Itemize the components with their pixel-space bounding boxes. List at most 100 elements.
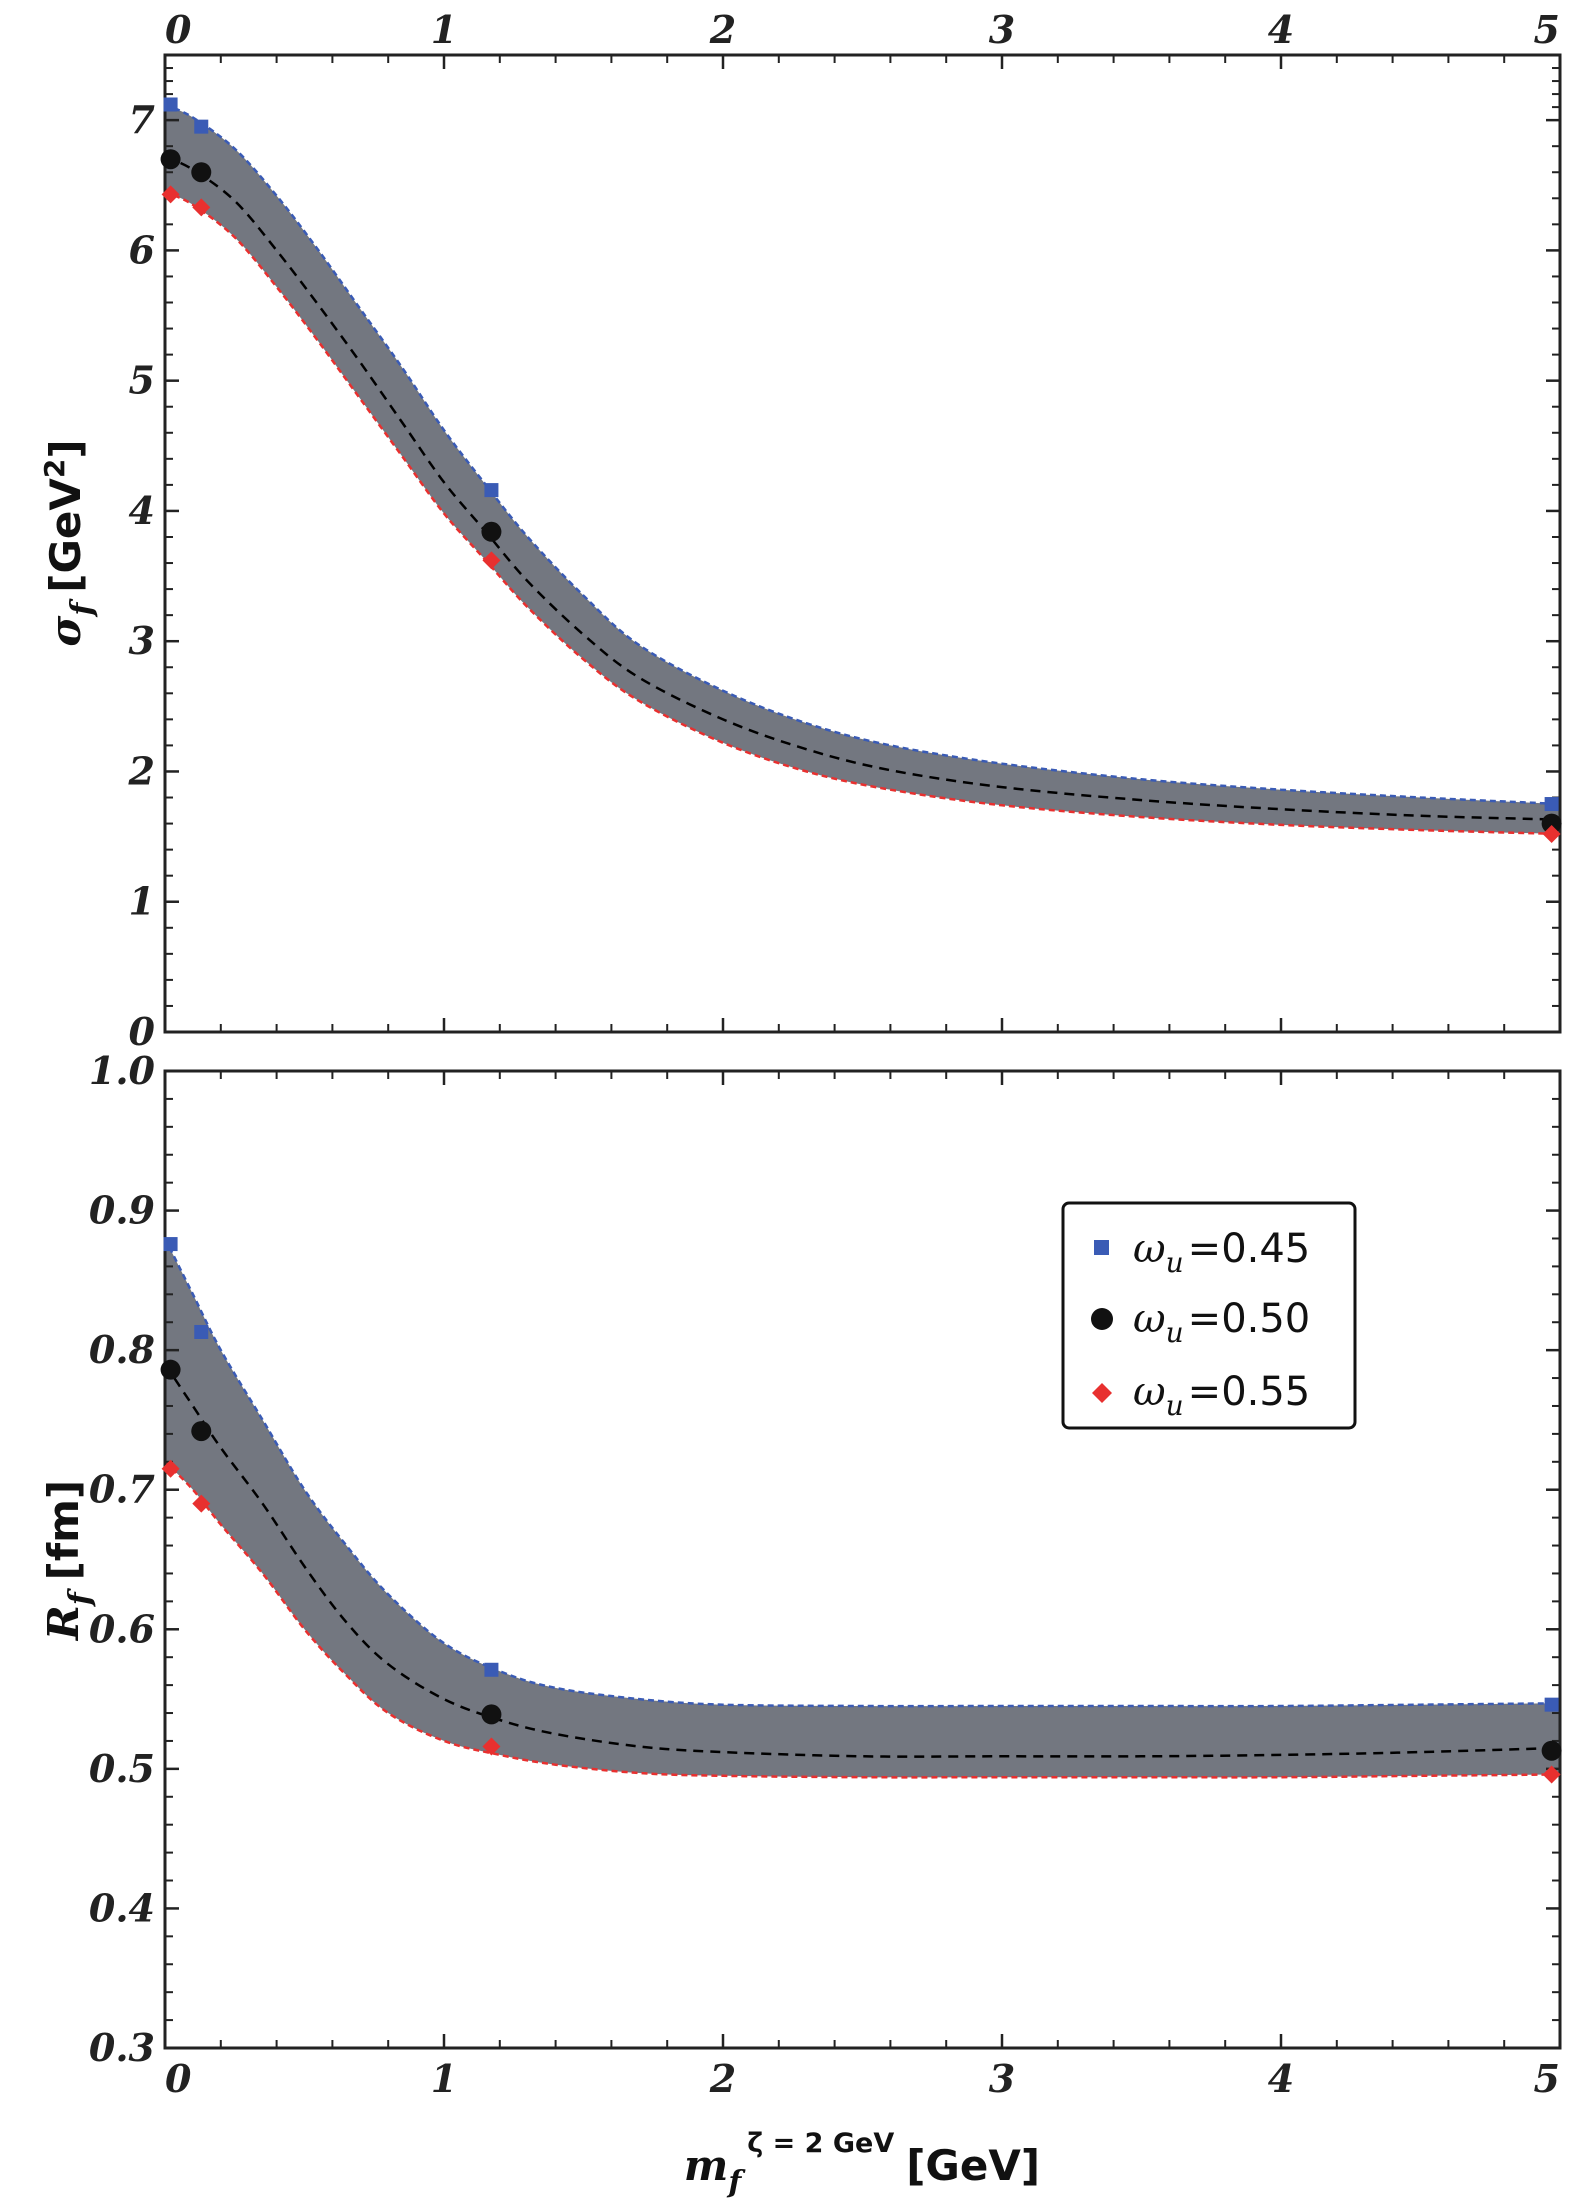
radius-ytick-label: 0.5: [89, 1746, 155, 1791]
sigma-point-square: [194, 119, 209, 134]
radius-xtick-label: 3: [989, 2056, 1015, 2101]
sigma-label-sub: f: [65, 598, 100, 618]
sigma-ytick-label: 1: [129, 879, 155, 924]
sigma-tick-labels: 0 1 2 3 4 5 0 1 2 3 4 5 6 7: [128, 7, 1560, 1054]
sigma-xtick-label-top: 2: [709, 7, 736, 52]
radius-point-diamond: [192, 1494, 211, 1513]
radius-central-line: [163, 1363, 1561, 1758]
radius-point-diamond: [482, 1737, 501, 1756]
sigma-point-circle: [481, 521, 502, 542]
sigma-point-circle: [1541, 813, 1562, 834]
legend-box: [1061, 1201, 1357, 1430]
legend-square-marker: [1094, 1240, 1109, 1255]
radius-xtick-label: 2: [709, 2056, 736, 2101]
sigma-markers: [160, 97, 1562, 843]
radius-label-unit: [fm]: [39, 1480, 88, 1580]
sigma-lower-edge-line: [164, 190, 1561, 836]
legend-value-045: =0.45: [1188, 1226, 1311, 1272]
sigma-plot-frame: [163, 53, 1562, 1034]
legend-entry-050: ωu =0.50: [1133, 1296, 1310, 1349]
legend-sub-045: u: [1166, 1246, 1184, 1279]
radius-plot-frame: [163, 1069, 1562, 2050]
sigma-point-diamond: [482, 551, 501, 570]
legend-entry-045: ωu =0.45: [1133, 1226, 1310, 1279]
sigma-point-diamond: [192, 198, 211, 217]
sigma-ytick-label: 4: [129, 488, 155, 533]
sigma-ticks: [163, 55, 1562, 1034]
sigma-point-square: [484, 483, 499, 498]
radius-point-square: [1544, 1697, 1559, 1712]
legend-entry-055: ωu =0.55: [1133, 1369, 1310, 1422]
x-axis-label: mfζ = 2 GeV [GeV]: [684, 2128, 1040, 2200]
radius-label-main: R: [39, 1605, 88, 1641]
radius-point-circle: [160, 1359, 181, 1380]
sigma-xtick-label-top: 1: [431, 7, 457, 52]
radius-ytick-label: 0.6: [89, 1606, 155, 1651]
x-label-sup: ζ = 2 GeV: [747, 2128, 894, 2159]
radius-tick-labels: 0 1 2 3 4 5 0.3 0.4 0.5 0.6 0.7 0.8 0.9 1.0: [89, 1048, 1560, 2101]
radius-lower-edge-line: [164, 1460, 1561, 1779]
legend-sub-055: u: [1166, 1389, 1184, 1422]
sigma-ytick-label: 6: [129, 227, 155, 272]
legend-value-055: =0.55: [1188, 1369, 1311, 1415]
legend-omega-045: ω: [1133, 1226, 1166, 1272]
sigma-xtick-label-top: 5: [1534, 7, 1560, 52]
radius-panel: 0 1 2 3 4 50.30.40.50.60.70.80.91.0 Rf[fm] mf…: [39, 1048, 1562, 2200]
sigma-ytick-label: 5: [129, 358, 155, 403]
radius-xtick-label: 5: [1534, 2056, 1560, 2101]
radius-xtick-label: 1: [431, 2056, 457, 2101]
sigma-ytick-label: 2: [128, 748, 155, 793]
radius-ytick-label: 0.7: [89, 1467, 155, 1512]
sigma-label-unit: [GeV: [41, 478, 90, 593]
radius-label-sub: f: [63, 1587, 98, 1607]
radius-point-circle: [191, 1421, 212, 1442]
radius-point-circle: [1541, 1740, 1562, 1761]
x-label-sub: f: [726, 2165, 746, 2200]
radius-xtick-label: 4: [1268, 2056, 1294, 2101]
radius-uncertainty-band: [165, 1238, 1560, 1778]
sigma-band-layer: [164, 103, 1561, 836]
radius-ytick-label: 0.3: [89, 2025, 155, 2070]
sigma-point-circle: [191, 162, 212, 183]
sigma-xtick-label-top: 4: [1268, 7, 1294, 52]
radius-point-circle: [481, 1704, 502, 1725]
radius-xtick-label: 0: [165, 2056, 192, 2101]
radius-point-square: [163, 1237, 178, 1252]
legend-omega-050: ω: [1133, 1296, 1166, 1342]
sigma-xtick-label-top: 3: [989, 7, 1015, 52]
x-label-main: m: [684, 2141, 728, 2190]
sigma-point-circle: [160, 149, 181, 170]
x-label-unit: [GeV]: [906, 2141, 1040, 2190]
radius-y-axis-label: Rf [fm]: [39, 1480, 98, 1641]
radius-ytick-label: 0.4: [89, 1885, 155, 1930]
sigma-point-diamond: [1542, 824, 1561, 843]
sigma-upper-edge-line: [164, 103, 1561, 806]
legend-circle-marker: [1091, 1308, 1113, 1330]
legend-omega-055: ω: [1133, 1369, 1166, 1415]
radius-markers: [160, 1237, 1562, 1784]
sigma-label-main: σ: [41, 616, 90, 647]
sigma-point-square: [163, 97, 178, 112]
sigma-uncertainty-band: [165, 104, 1560, 834]
sigma-point-diamond: [161, 185, 180, 204]
radius-point-square: [194, 1324, 209, 1339]
sigma-ytick-label: 7: [129, 97, 155, 142]
sigma-y-axis-label: σf [GeV2]: [38, 439, 100, 646]
sigma-label-exp: 2: [38, 459, 71, 478]
legend-value-050: =0.50: [1188, 1296, 1311, 1342]
sigma-ytick-label: 0: [129, 1009, 156, 1054]
legend-diamond-marker: [1092, 1383, 1112, 1403]
radius-ytick-label: 0.8: [89, 1327, 155, 1372]
sigma-xtick-label-top: 0: [165, 7, 192, 52]
legend-sub-050: u: [1166, 1316, 1184, 1349]
sigma-ytick-label: 3: [129, 618, 155, 663]
radius-band-layer: [163, 1237, 1561, 1779]
legend: ωu =0.45 ωu =0.50 ωu =0.55: [1061, 1201, 1357, 1430]
radius-upper-edge-line: [163, 1237, 1561, 1708]
radius-point-square: [484, 1662, 499, 1677]
radius-point-diamond: [161, 1459, 180, 1478]
sigma-label-close: ]: [41, 439, 90, 458]
radius-point-diamond: [1542, 1765, 1561, 1784]
